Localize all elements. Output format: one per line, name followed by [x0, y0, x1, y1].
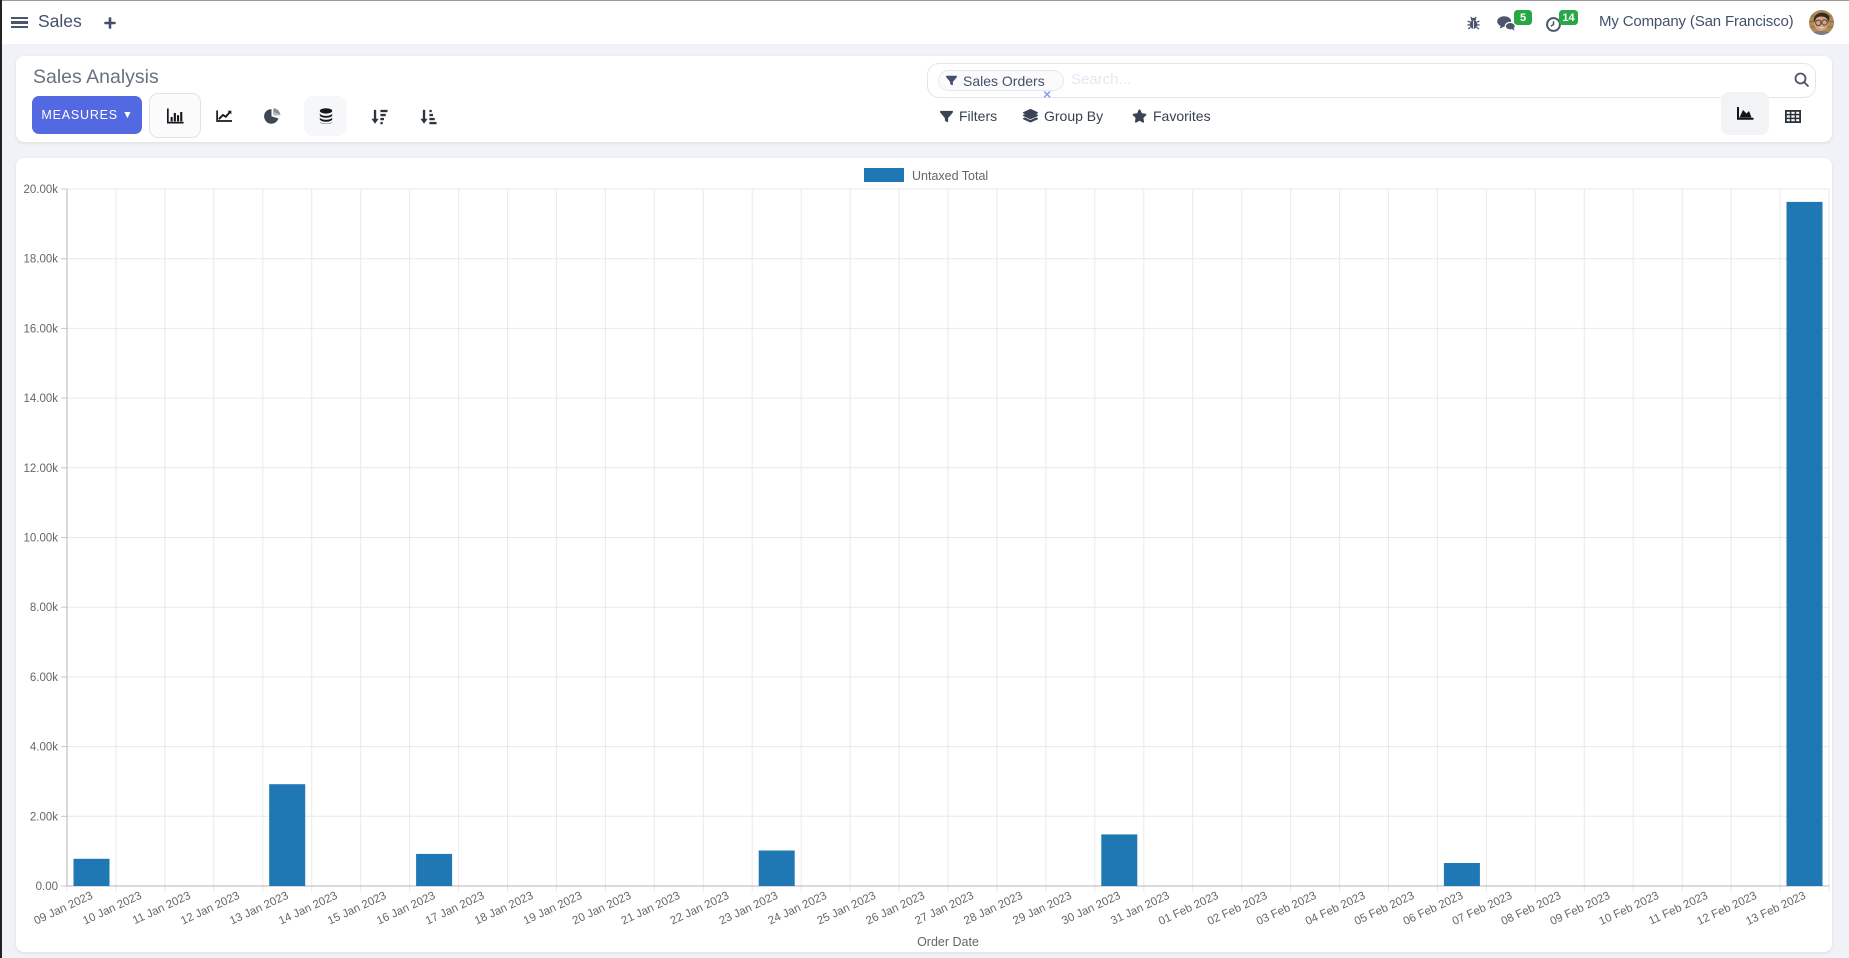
- svg-text:20.00k: 20.00k: [23, 184, 58, 196]
- svg-text:8.00k: 8.00k: [30, 602, 58, 614]
- svg-text:18.00k: 18.00k: [23, 254, 58, 266]
- svg-text:14.00k: 14.00k: [23, 393, 58, 405]
- svg-text:10.00k: 10.00k: [23, 533, 58, 545]
- svg-text:Order Date: Order Date: [917, 935, 979, 949]
- svg-text:12.00k: 12.00k: [23, 463, 58, 475]
- svg-text:6.00k: 6.00k: [30, 672, 58, 684]
- svg-text:4.00k: 4.00k: [30, 742, 58, 754]
- svg-text:16.00k: 16.00k: [23, 323, 58, 335]
- svg-text:0.00: 0.00: [36, 881, 58, 893]
- svg-text:2.00k: 2.00k: [30, 811, 58, 823]
- svg-text:Untaxed Total: Untaxed Total: [912, 169, 988, 183]
